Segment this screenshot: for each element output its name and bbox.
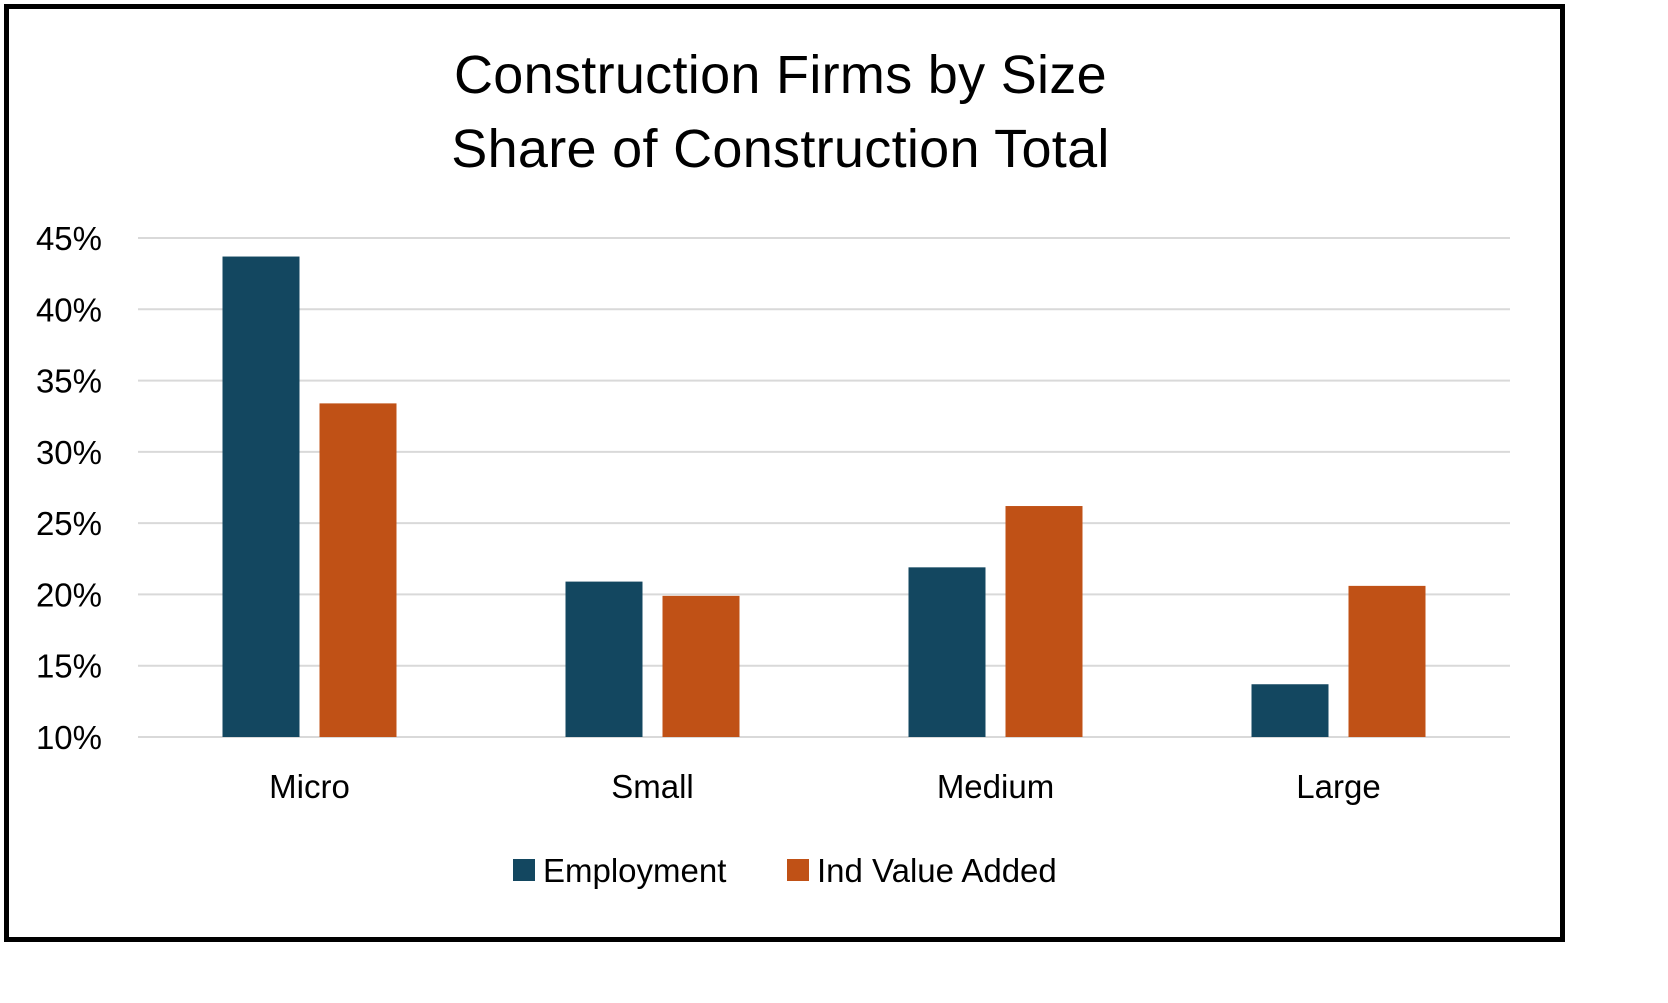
bar-micro-employment <box>222 256 300 737</box>
x-tick-label: Large <box>1296 768 1380 805</box>
bar-medium-employment <box>908 567 986 737</box>
y-tick-label: 25% <box>36 505 102 542</box>
y-axis-ticks: 10% 15% 20% 25% 30% 35% 40% 45% <box>36 220 102 756</box>
y-tick-label: 35% <box>36 363 102 400</box>
x-tick-label: Micro <box>269 768 350 805</box>
y-tick-label: 45% <box>36 220 102 257</box>
y-tick-label: 15% <box>36 648 102 685</box>
y-tick-label: 30% <box>36 434 102 471</box>
legend-swatch <box>787 859 809 881</box>
bars <box>222 256 1426 737</box>
legend-label: Ind Value Added <box>817 852 1057 889</box>
bar-medium-ind-value-added <box>1005 506 1083 737</box>
bar-small-ind-value-added <box>662 595 740 737</box>
legend-swatch <box>513 859 535 881</box>
chart-subtitle: Share of Construction Total <box>451 119 1110 179</box>
x-tick-label: Medium <box>937 768 1054 805</box>
y-tick-label: 40% <box>36 291 102 328</box>
bar-large-ind-value-added <box>1348 585 1426 737</box>
x-tick-label: Small <box>611 768 694 805</box>
chart-title: Construction Firms by Size <box>454 45 1107 105</box>
bar-micro-ind-value-added <box>319 403 397 737</box>
y-tick-label: 10% <box>36 719 102 756</box>
legend-label: Employment <box>543 852 726 889</box>
bar-small-employment <box>565 581 643 737</box>
legend: Employment Ind Value Added <box>513 852 1057 889</box>
bar-large-employment <box>1251 684 1329 737</box>
y-tick-label: 20% <box>36 576 102 613</box>
x-axis-categories: Micro Small Medium Large <box>269 768 1381 805</box>
